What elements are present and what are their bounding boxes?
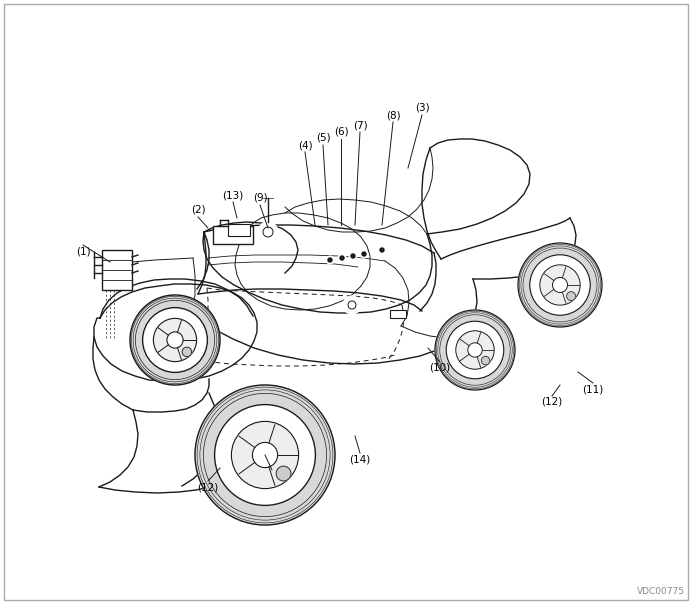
- Text: (12): (12): [541, 397, 563, 407]
- Circle shape: [351, 254, 355, 258]
- Text: VDC00775: VDC00775: [637, 587, 685, 596]
- Circle shape: [540, 265, 580, 305]
- Bar: [390, 310, 406, 318]
- Bar: [213, 226, 253, 244]
- Text: (13): (13): [222, 190, 244, 200]
- Circle shape: [446, 321, 504, 379]
- Text: (1): (1): [75, 247, 91, 257]
- Circle shape: [468, 343, 482, 357]
- Text: (14): (14): [349, 455, 371, 465]
- Circle shape: [552, 277, 567, 292]
- Bar: [102, 250, 132, 290]
- Circle shape: [380, 248, 384, 252]
- Text: (11): (11): [583, 385, 603, 395]
- Circle shape: [182, 347, 192, 357]
- Circle shape: [143, 307, 208, 373]
- Circle shape: [378, 246, 386, 254]
- Circle shape: [343, 296, 361, 314]
- Circle shape: [253, 442, 277, 467]
- Circle shape: [518, 243, 602, 327]
- Circle shape: [435, 310, 515, 390]
- Circle shape: [328, 258, 332, 262]
- Text: (10): (10): [430, 363, 450, 373]
- Text: (8): (8): [385, 110, 400, 120]
- Circle shape: [362, 252, 366, 256]
- Text: (12): (12): [197, 483, 219, 493]
- Circle shape: [154, 318, 197, 362]
- Circle shape: [258, 222, 278, 242]
- Text: (2): (2): [191, 205, 206, 215]
- Circle shape: [338, 254, 346, 262]
- Circle shape: [340, 256, 344, 260]
- Circle shape: [482, 356, 490, 365]
- Circle shape: [360, 250, 368, 258]
- Circle shape: [231, 422, 299, 489]
- Circle shape: [530, 255, 590, 315]
- Text: (6): (6): [334, 127, 348, 137]
- Text: (11): (11): [262, 472, 282, 482]
- Bar: [228, 224, 250, 236]
- Circle shape: [215, 405, 316, 506]
- Text: (7): (7): [353, 121, 367, 131]
- Circle shape: [130, 295, 220, 385]
- Circle shape: [167, 332, 183, 348]
- Circle shape: [276, 466, 291, 481]
- Circle shape: [456, 331, 494, 369]
- Text: (5): (5): [316, 133, 330, 143]
- Text: (3): (3): [415, 103, 429, 113]
- Circle shape: [195, 385, 335, 525]
- Circle shape: [326, 256, 334, 264]
- Text: (4): (4): [298, 140, 312, 150]
- Text: (9): (9): [253, 193, 267, 203]
- Circle shape: [349, 252, 357, 260]
- Circle shape: [567, 292, 576, 301]
